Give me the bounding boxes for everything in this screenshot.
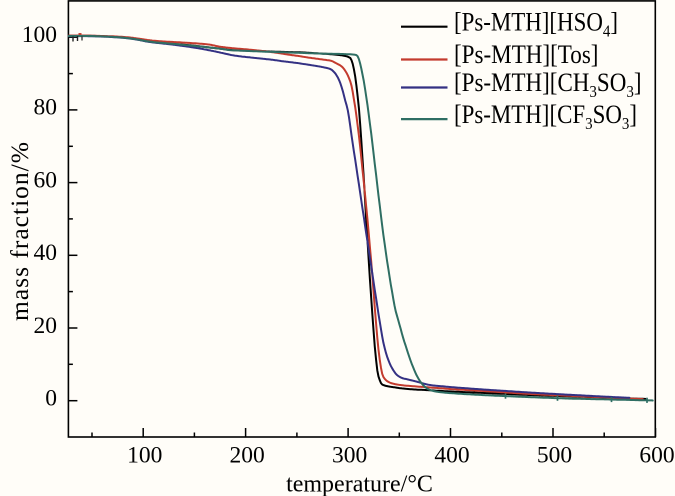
svg-text:80: 80 <box>34 95 58 121</box>
svg-text:200: 200 <box>229 442 264 468</box>
svg-text:600: 600 <box>639 442 674 468</box>
svg-text:40: 40 <box>34 240 58 266</box>
svg-text:mass fraction/%: mass fraction/% <box>5 141 34 321</box>
svg-text:[Ps-MTH][Tos]: [Ps-MTH][Tos] <box>454 40 599 69</box>
svg-text:400: 400 <box>434 442 469 468</box>
svg-text:[Ps-MTH][HSO4]: [Ps-MTH][HSO4] <box>454 7 618 40</box>
svg-text:temperature/°C: temperature/°C <box>286 472 433 496</box>
svg-text:300: 300 <box>332 442 367 468</box>
svg-text:[Ps-MTH][CH3SO3]: [Ps-MTH][CH3SO3] <box>454 68 642 101</box>
svg-text:100: 100 <box>22 22 57 48</box>
svg-text:20: 20 <box>34 313 58 339</box>
svg-text:100: 100 <box>127 442 162 468</box>
svg-text:500: 500 <box>537 442 572 468</box>
svg-text:[Ps-MTH][CF3SO3]: [Ps-MTH][CF3SO3] <box>454 100 637 133</box>
svg-text:0: 0 <box>45 386 57 412</box>
svg-text:60: 60 <box>34 167 58 193</box>
